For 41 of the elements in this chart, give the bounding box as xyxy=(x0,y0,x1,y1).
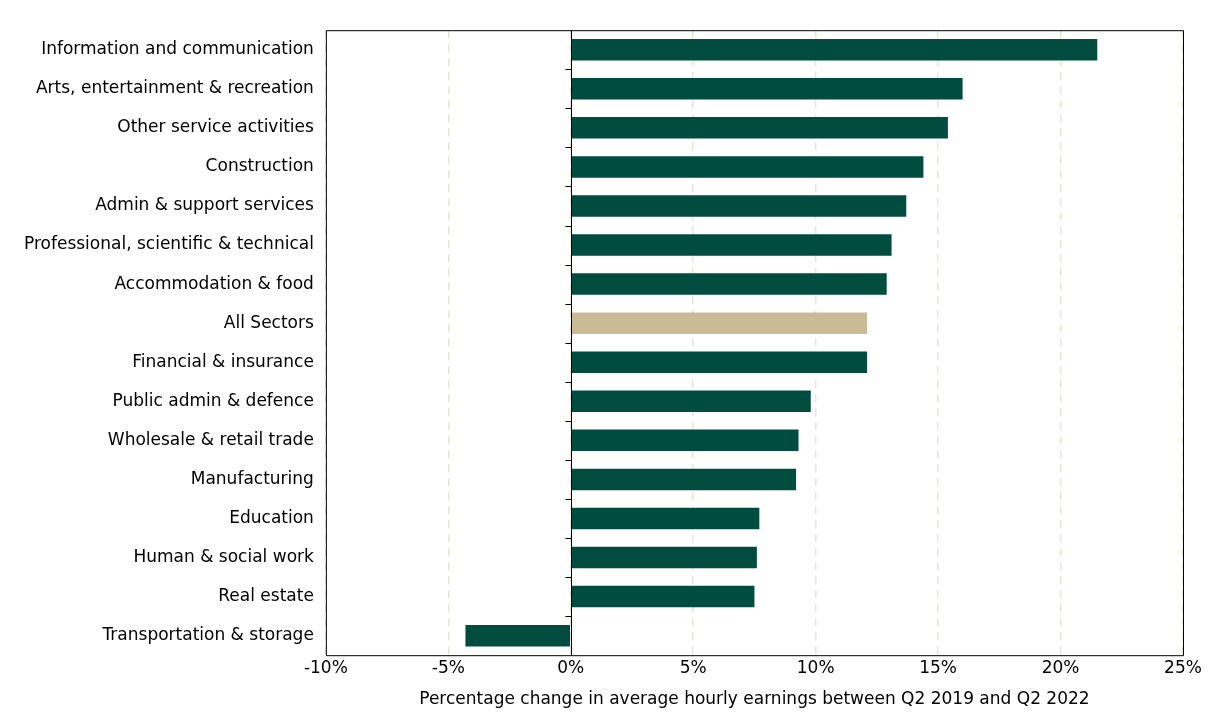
x-tick-label: 10% xyxy=(796,656,835,677)
bar xyxy=(571,78,963,100)
bar xyxy=(571,195,907,217)
bar xyxy=(571,38,1098,61)
bar xyxy=(571,234,892,256)
bar xyxy=(465,624,571,647)
y-tick-label: Real estate xyxy=(218,585,314,606)
bar xyxy=(571,390,811,413)
y-tick-label: Other service activities xyxy=(117,116,314,137)
bar xyxy=(571,312,868,334)
bar xyxy=(571,273,887,295)
bar xyxy=(571,585,755,608)
x-tick-label: -10% xyxy=(303,656,348,677)
x-tick-label: 5% xyxy=(679,656,707,677)
y-tick-label: All Sectors xyxy=(223,311,314,332)
bar xyxy=(571,507,760,530)
x-tick-label: 25% xyxy=(1164,656,1202,677)
x-tick-label: 15% xyxy=(919,656,957,677)
y-tick-label: Accommodation & food xyxy=(114,272,314,293)
y-tick-label: Information and communication xyxy=(41,38,314,59)
y-tick-label: Public admin & defence xyxy=(112,389,314,410)
bar xyxy=(571,156,924,178)
bar xyxy=(571,117,948,139)
x-tick-label: 20% xyxy=(1041,656,1080,677)
x-tick-label: 0% xyxy=(557,656,585,677)
bar xyxy=(571,546,757,569)
y-tick-label: Manufacturing xyxy=(190,467,314,488)
y-tick-label: Education xyxy=(229,506,314,527)
bar xyxy=(571,468,797,491)
y-tick-label: Human & social work xyxy=(133,545,315,566)
y-tick-label: Wholesale & retail trade xyxy=(107,428,314,449)
x-axis-title: Percentage change in average hourly earnings between Q2 2019 and Q2 2022 xyxy=(419,688,1090,709)
y-tick-label: Construction xyxy=(205,155,314,176)
bar xyxy=(571,351,868,373)
x-tick-label: -5% xyxy=(431,656,465,677)
y-tick-label: Admin & support services xyxy=(95,194,315,215)
y-tick-label: Financial & insurance xyxy=(132,350,314,371)
y-tick-label: Transportation & storage xyxy=(101,624,314,645)
y-tick-label: Professional, scientific & technical xyxy=(24,233,314,254)
y-tick-label: Arts, entertainment & recreation xyxy=(35,77,314,98)
bar xyxy=(571,429,799,452)
